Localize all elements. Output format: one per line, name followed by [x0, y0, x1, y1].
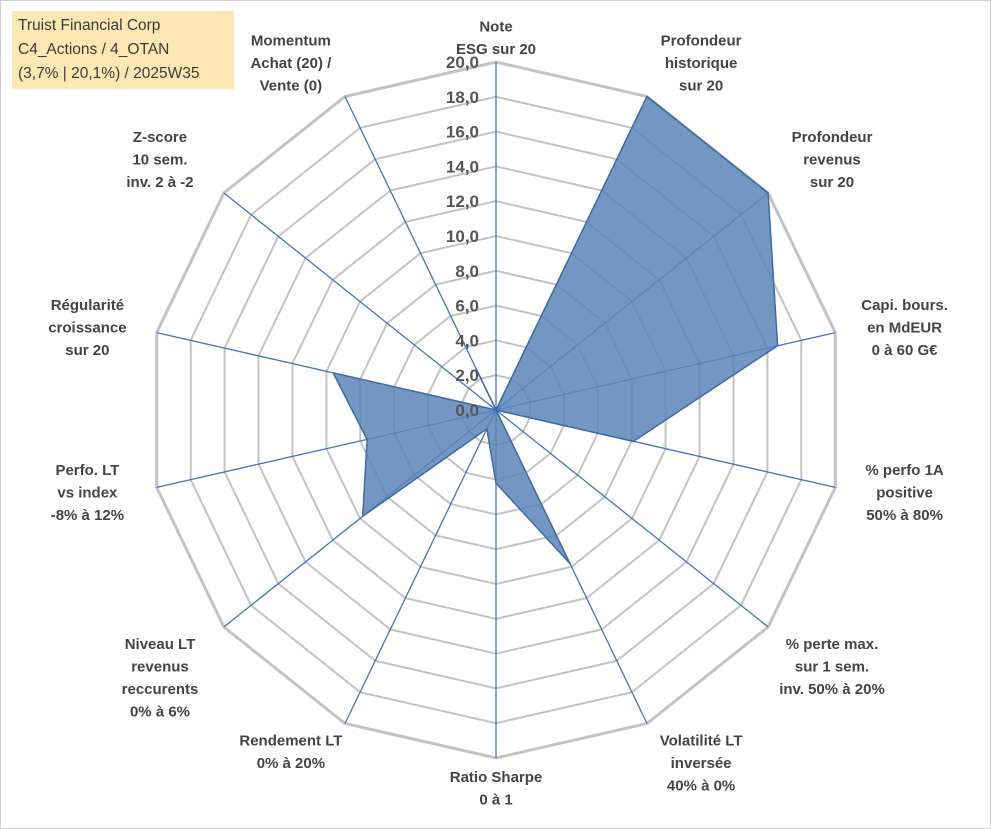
info-stats: (3,7% | 20,1%) / 2025W35: [18, 65, 200, 82]
axis-label-line: Vente (0): [260, 78, 323, 95]
axis-label-line: 0% à 6%: [130, 704, 190, 721]
axis-label: Niveau LT revenus reccurents 0% à 6%: [122, 636, 199, 721]
tick-label: 0,0: [455, 401, 479, 420]
axis-spoke: [344, 96, 497, 411]
tick-label: 20,0: [446, 53, 479, 72]
axis-label-line: Achat (20) /: [250, 55, 332, 72]
axis-label: Momentum Achat (20) / Vente (0): [250, 33, 332, 95]
axis-label-line: inversée: [671, 755, 732, 772]
axis-label-line: ESG sur 20: [456, 41, 536, 58]
axis-label-line: 0% à 20%: [257, 755, 325, 772]
axis-label: Régularité croissance sur 20: [48, 297, 126, 359]
axis-label-line: sur 20: [810, 174, 854, 191]
axis-label: Profondeur revenus sur 20: [792, 129, 873, 191]
axis-label-line: Capi. bours.: [861, 297, 948, 314]
axis-spoke: [495, 409, 769, 628]
axis-labels: Note ESG sur 20 Profondeur historique sur 20…: [48, 19, 948, 809]
axis-label-line: sur 20: [65, 342, 109, 359]
axis-label: Rendement LT 0% à 20%: [239, 733, 342, 773]
axis-label: Note ESG sur 20: [456, 19, 536, 59]
axis-label-line: historique: [665, 55, 738, 72]
axis-label: Capi. bours. en MdEUR 0 à 60 G€: [861, 297, 948, 359]
axis-label-line: 0 à 60 G€: [872, 342, 939, 359]
axis-spoke: [223, 192, 497, 411]
axis-label-line: 10 sem.: [132, 152, 187, 169]
axis-label-line: sur 1 sem.: [795, 659, 869, 676]
axis-label-line: reccurents: [122, 681, 199, 698]
axis-label-line: sur 20: [679, 78, 723, 95]
axis-label: Perfo. LT vs index -8% à 12%: [51, 462, 124, 524]
axis-label-line: Z-score: [133, 129, 187, 146]
axis-label-line: revenus: [803, 152, 861, 169]
axis-label-line: Momentum: [251, 33, 331, 50]
tick-label: 10,0: [446, 227, 479, 246]
tick-label: 8,0: [455, 262, 479, 281]
axis-label: % perfo 1A positive 50% à 80%: [865, 462, 944, 524]
axis-label-line: Niveau LT: [125, 636, 196, 653]
info-category: C4_Actions / 4_OTAN: [18, 41, 170, 58]
axis-label-line: % perte max.: [786, 636, 879, 653]
tick-label: 14,0: [446, 157, 479, 176]
axis-label-line: revenus: [131, 659, 189, 676]
axis-label: Ratio Sharpe 0 à 1: [450, 769, 543, 809]
info-box: Truist Financial Corp C4_Actions / 4_OTA…: [12, 11, 234, 89]
axis-label-line: inv. 50% à 20%: [779, 681, 885, 698]
axis-label-line: Régularité: [51, 297, 124, 314]
axis-label-line: croissance: [48, 320, 126, 337]
axis-label-line: % perfo 1A: [865, 462, 944, 479]
tick-label: 6,0: [455, 297, 479, 316]
axis-label: Profondeur historique sur 20: [661, 33, 742, 95]
radial-tick-labels: 0,0 2,0 4,0 6,0 8,0 10,0 12,0 14,0 16,0 18,0 20,0: [446, 53, 479, 420]
tick-label: 4,0: [455, 331, 479, 350]
axis-label-line: Note: [479, 19, 512, 36]
axis-label-line: 50% à 80%: [866, 507, 943, 524]
axis-label-line: inv. 2 à -2: [126, 174, 193, 191]
axis-label-line: Profondeur: [661, 33, 742, 50]
axis-label-line: Volatilité LT: [660, 733, 743, 750]
axis-label-line: Rendement LT: [239, 733, 342, 750]
tick-label: 2,0: [455, 366, 479, 385]
axis-spoke: [344, 409, 497, 724]
axis-label-line: positive: [876, 484, 933, 501]
axis-label-line: 0 à 1: [479, 792, 512, 809]
axis-label-line: en MdEUR: [867, 320, 942, 337]
axis-label-line: 40% à 0%: [667, 778, 735, 795]
axis-label-line: -8% à 12%: [51, 507, 124, 524]
data-series: [332, 95, 779, 565]
tick-label: 12,0: [446, 192, 479, 211]
axis-label-line: Perfo. LT: [55, 462, 119, 479]
axis-label: % perte max. sur 1 sem. inv. 50% à 20%: [779, 636, 885, 698]
tick-label: 18,0: [446, 88, 479, 107]
axis-label: Volatilité LT inversée 40% à 0%: [660, 733, 743, 795]
axis-label: Z-score 10 sem. inv. 2 à -2: [126, 129, 193, 191]
axis-label-line: vs index: [57, 484, 118, 501]
axis-label-line: Ratio Sharpe: [450, 769, 543, 786]
info-company: Truist Financial Corp: [18, 17, 161, 34]
axis-label-line: Profondeur: [792, 129, 873, 146]
tick-label: 16,0: [446, 123, 479, 142]
